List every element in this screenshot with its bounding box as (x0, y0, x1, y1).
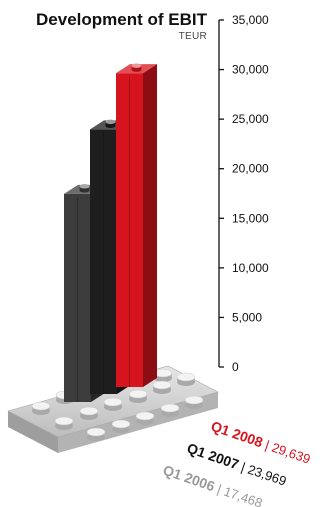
y-tick-label: 10,000 (232, 261, 269, 275)
y-axis: 0 5,000 10,000 15,000 20,000 25,000 30,000 35,0… (218, 13, 269, 374)
chart-title: Development of EBIT (36, 10, 207, 29)
bar-3 (116, 63, 157, 387)
stud (103, 397, 123, 411)
value-label: 23,969 (246, 462, 288, 489)
value-label: 17,468 (222, 484, 264, 507)
stud (160, 403, 180, 417)
label-separator: | (260, 436, 275, 454)
stud (54, 416, 74, 430)
stud (79, 406, 99, 420)
stud (184, 395, 204, 409)
category-name: Q1 2007 (185, 440, 241, 473)
y-tick-label: 30,000 (232, 63, 269, 77)
stud (31, 401, 51, 415)
category-name: Q1 2006 (161, 462, 217, 495)
y-tick-label: 20,000 (232, 162, 269, 176)
y-tick-label: 15,000 (232, 211, 269, 225)
stud (176, 372, 196, 386)
y-tick-label: 5,000 (232, 310, 262, 324)
baseplate-side (8, 411, 58, 453)
stud (111, 419, 131, 433)
stud (128, 389, 148, 403)
chart-unit: TEUR (178, 31, 207, 42)
stud (135, 411, 155, 425)
label-separator: | (212, 480, 227, 498)
y-tick-label: 35,000 (232, 13, 269, 27)
value-label: 29,639 (270, 440, 312, 467)
bars (64, 63, 157, 402)
y-tick-label: 0 (232, 360, 239, 374)
category-name: Q1 2008 (209, 418, 265, 451)
stud (153, 368, 173, 382)
y-tick-label: 25,000 (232, 112, 269, 126)
label-separator: | (236, 458, 251, 476)
stud (86, 427, 106, 441)
stud (152, 380, 172, 394)
